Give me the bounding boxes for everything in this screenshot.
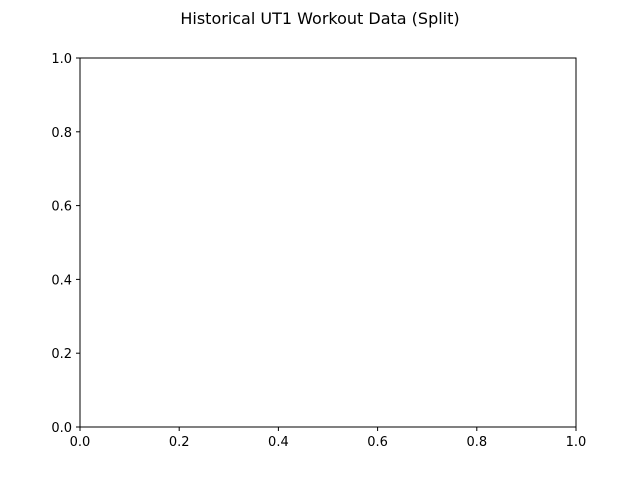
- y-tick-label: 0.6: [51, 200, 72, 215]
- y-tick-label: 1.0: [51, 52, 72, 67]
- y-tick-label: 0.2: [51, 347, 72, 362]
- y-tick-label: 0.0: [51, 421, 72, 436]
- x-tick-label: 0.2: [169, 435, 190, 450]
- x-tick-label: 1.0: [566, 435, 587, 450]
- x-tick-label: 0.6: [367, 435, 388, 450]
- x-tick-label: 0.8: [466, 435, 487, 450]
- y-tick-label: 0.8: [51, 126, 72, 141]
- x-axis: 0.0 0.2 0.4 0.6 0.8 1.0: [70, 427, 587, 450]
- y-tick-label: 0.4: [51, 273, 72, 288]
- chart-title: Historical UT1 Workout Data (Split): [180, 9, 459, 28]
- plot-area: [79, 57, 577, 428]
- x-tick-label: 0.4: [268, 435, 289, 450]
- y-axis: 0.0 0.2 0.4 0.6 0.8 1.0: [51, 52, 80, 436]
- x-tick-label: 0.0: [70, 435, 91, 450]
